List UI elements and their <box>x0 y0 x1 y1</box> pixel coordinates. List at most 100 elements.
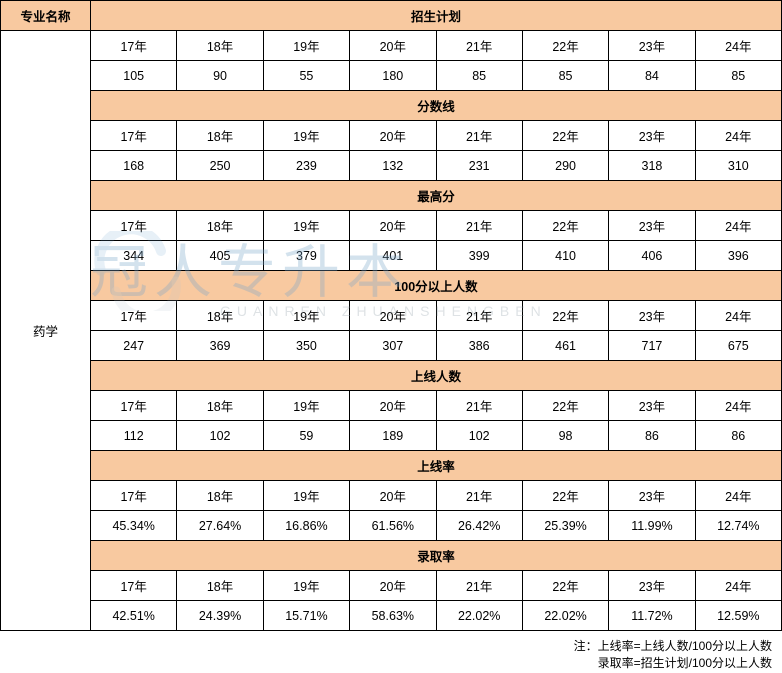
value-cell: 180 <box>350 61 436 91</box>
year-cell: 20年 <box>350 301 436 331</box>
year-cell: 23年 <box>609 301 695 331</box>
year-cell: 21年 <box>436 391 522 421</box>
year-cell: 17年 <box>91 391 177 421</box>
year-cell: 20年 <box>350 31 436 61</box>
value-cell: 717 <box>609 331 695 361</box>
value-cell: 189 <box>350 421 436 451</box>
year-cell: 17年 <box>91 301 177 331</box>
value-cell: 675 <box>695 331 781 361</box>
value-cell: 239 <box>263 151 349 181</box>
value-cell: 410 <box>522 241 608 271</box>
value-cell: 405 <box>177 241 263 271</box>
value-cell: 55 <box>263 61 349 91</box>
value-cell: 310 <box>695 151 781 181</box>
year-cell: 21年 <box>436 211 522 241</box>
data-table: 专业名称招生计划药学17年18年19年20年21年22年23年24年105905… <box>0 0 782 631</box>
year-cell: 22年 <box>522 571 608 601</box>
year-cell: 24年 <box>695 481 781 511</box>
value-cell: 25.39% <box>522 511 608 541</box>
value-cell: 350 <box>263 331 349 361</box>
year-cell: 19年 <box>263 391 349 421</box>
year-cell: 19年 <box>263 481 349 511</box>
value-cell: 86 <box>695 421 781 451</box>
value-cell: 22.02% <box>522 601 608 631</box>
year-cell: 23年 <box>609 31 695 61</box>
year-cell: 20年 <box>350 211 436 241</box>
year-cell: 22年 <box>522 391 608 421</box>
value-cell: 386 <box>436 331 522 361</box>
value-cell: 85 <box>522 61 608 91</box>
value-cell: 369 <box>177 331 263 361</box>
value-cell: 290 <box>522 151 608 181</box>
year-cell: 20年 <box>350 481 436 511</box>
value-cell: 22.02% <box>436 601 522 631</box>
value-cell: 112 <box>91 421 177 451</box>
value-cell: 102 <box>436 421 522 451</box>
year-cell: 23年 <box>609 391 695 421</box>
value-cell: 58.63% <box>350 601 436 631</box>
value-cell: 11.72% <box>609 601 695 631</box>
footnote-line1: 注：上线率=上线人数/100分以上人数 <box>10 637 772 654</box>
value-cell: 231 <box>436 151 522 181</box>
value-cell: 344 <box>91 241 177 271</box>
section-title: 100分以上人数 <box>91 271 782 301</box>
major-label-header: 专业名称 <box>1 1 91 31</box>
year-cell: 19年 <box>263 31 349 61</box>
value-cell: 406 <box>609 241 695 271</box>
value-cell: 84 <box>609 61 695 91</box>
value-cell: 61.56% <box>350 511 436 541</box>
value-cell: 102 <box>177 421 263 451</box>
value-cell: 26.42% <box>436 511 522 541</box>
year-cell: 17年 <box>91 211 177 241</box>
year-cell: 22年 <box>522 211 608 241</box>
year-cell: 20年 <box>350 571 436 601</box>
year-cell: 24年 <box>695 121 781 151</box>
section-title: 上线率 <box>91 451 782 481</box>
year-cell: 18年 <box>177 571 263 601</box>
value-cell: 15.71% <box>263 601 349 631</box>
year-cell: 18年 <box>177 481 263 511</box>
year-cell: 24年 <box>695 31 781 61</box>
year-cell: 18年 <box>177 391 263 421</box>
value-cell: 318 <box>609 151 695 181</box>
year-cell: 23年 <box>609 481 695 511</box>
value-cell: 132 <box>350 151 436 181</box>
major-value: 药学 <box>1 31 91 631</box>
value-cell: 12.74% <box>695 511 781 541</box>
year-cell: 22年 <box>522 121 608 151</box>
value-cell: 461 <box>522 331 608 361</box>
year-cell: 17年 <box>91 571 177 601</box>
year-cell: 20年 <box>350 121 436 151</box>
value-cell: 105 <box>91 61 177 91</box>
value-cell: 59 <box>263 421 349 451</box>
year-cell: 24年 <box>695 301 781 331</box>
year-cell: 18年 <box>177 31 263 61</box>
year-cell: 17年 <box>91 481 177 511</box>
year-cell: 17年 <box>91 121 177 151</box>
value-cell: 16.86% <box>263 511 349 541</box>
section-title: 招生计划 <box>91 1 782 31</box>
year-cell: 19年 <box>263 571 349 601</box>
value-cell: 12.59% <box>695 601 781 631</box>
footnote-line2: 录取率=招生计划/100分以上人数 <box>10 654 772 671</box>
year-cell: 21年 <box>436 301 522 331</box>
footnote: 注：上线率=上线人数/100分以上人数 录取率=招生计划/100分以上人数 <box>0 631 782 673</box>
year-cell: 21年 <box>436 571 522 601</box>
year-cell: 23年 <box>609 211 695 241</box>
year-cell: 22年 <box>522 31 608 61</box>
value-cell: 85 <box>436 61 522 91</box>
year-cell: 24年 <box>695 391 781 421</box>
value-cell: 247 <box>91 331 177 361</box>
value-cell: 11.99% <box>609 511 695 541</box>
section-title: 分数线 <box>91 91 782 121</box>
value-cell: 90 <box>177 61 263 91</box>
year-cell: 18年 <box>177 211 263 241</box>
year-cell: 21年 <box>436 121 522 151</box>
value-cell: 42.51% <box>91 601 177 631</box>
year-cell: 18年 <box>177 301 263 331</box>
value-cell: 396 <box>695 241 781 271</box>
year-cell: 24年 <box>695 571 781 601</box>
value-cell: 307 <box>350 331 436 361</box>
year-cell: 21年 <box>436 481 522 511</box>
year-cell: 23年 <box>609 121 695 151</box>
